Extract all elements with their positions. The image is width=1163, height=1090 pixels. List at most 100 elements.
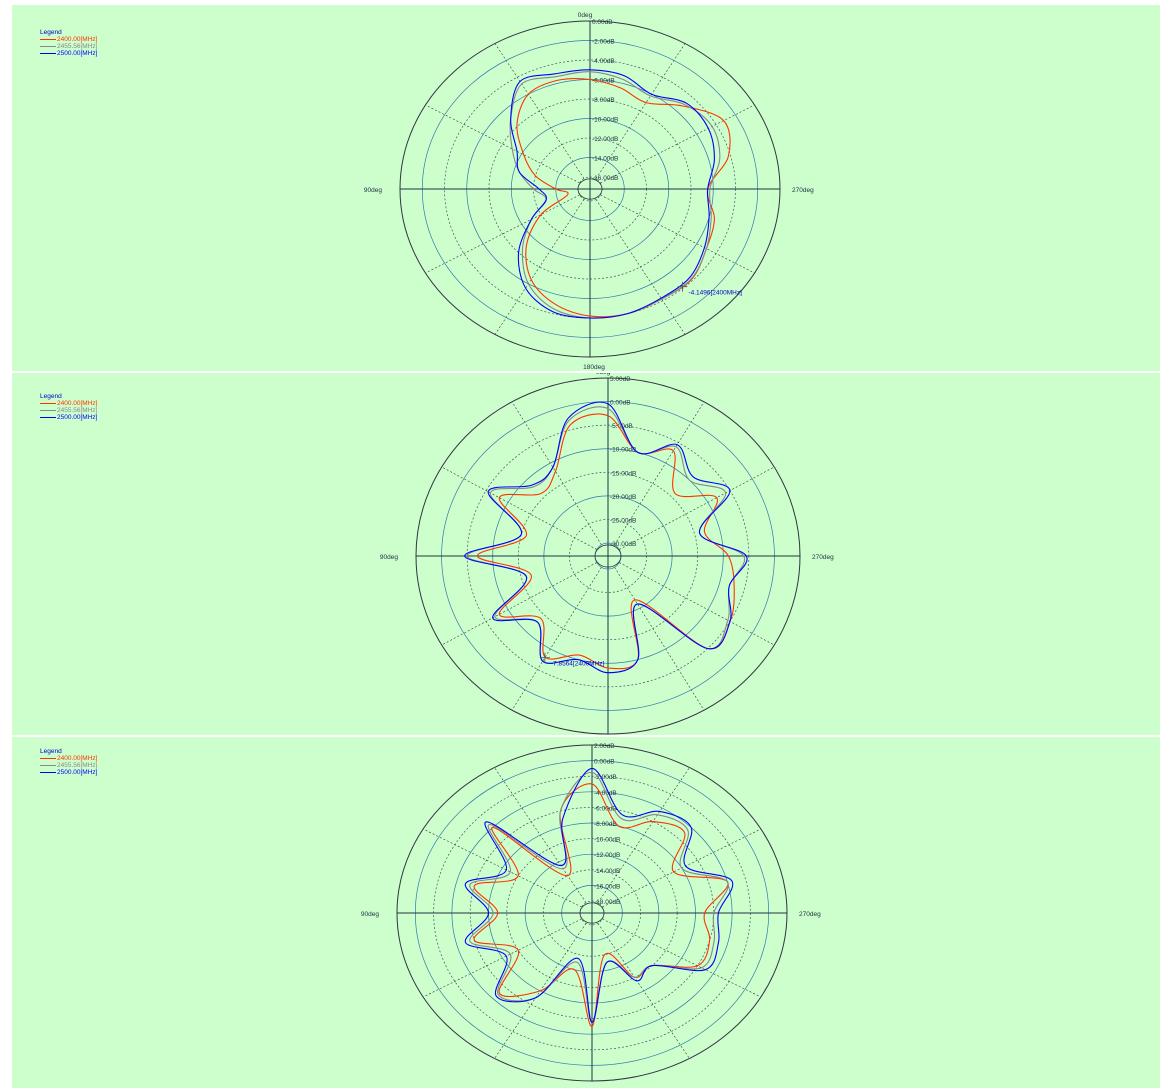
radial-gridline (619, 466, 775, 550)
polar-chart-2: 5.00dB 0.00dB -5.00dB -10.00dB -15.00dB -20.0… (12, 373, 1160, 735)
ring-label: -6.00dB (592, 78, 615, 85)
polar-plot-1: 0.00dB -2.00dB -4.00dB -6.00dB -8.00dB -10.00… (364, 12, 814, 371)
polar-grid (415, 377, 801, 735)
legend-label: 2500.00[MHz] (57, 414, 98, 421)
legend-entry: 2455.56[MHz] (40, 762, 97, 769)
angle-label-90deg: 90deg (361, 911, 379, 918)
legend-title: Legend (40, 29, 62, 36)
ring-label: -8.00dB (592, 97, 615, 104)
marker-label: -4.1496[2400MHz] (688, 290, 742, 297)
ring-label: 5.00dB (610, 376, 631, 383)
radial-gridline (614, 401, 705, 545)
legend-entry: 2455.56[MHz] (40, 407, 97, 414)
series-line-2 (466, 406, 746, 674)
ring-label: -14.00dB (592, 156, 618, 163)
legend-swatch (40, 772, 56, 773)
ring-label: -30.00dB (610, 541, 636, 548)
legend-title: Legend (40, 748, 62, 755)
ring-label: -25.00dB (610, 517, 636, 524)
legend-entry: 2500.00[MHz] (40, 414, 97, 421)
series-line-3 (510, 69, 715, 319)
radial-gridline (511, 567, 602, 711)
ring-label: -8.00dB (594, 821, 617, 828)
legend-title: Legend (40, 393, 62, 400)
legend-label: 2400.00[MHz] (57, 755, 98, 762)
series-line-3 (464, 401, 748, 674)
legend-swatch (40, 403, 56, 404)
series-line-1 (476, 413, 735, 670)
ring-label: -16.00dB (594, 883, 620, 890)
legend: Legend 2400.00[MHz] 2455.56[MHz] 2500.00… (40, 29, 97, 57)
radial-gridline (494, 199, 585, 335)
angle-label-270deg: 270deg (812, 554, 834, 561)
angle-label-0deg: 0deg (596, 373, 611, 376)
radial-gridline (619, 562, 775, 646)
radial-gridline (600, 194, 755, 274)
radial-gridline (425, 104, 580, 184)
legend-label: 2500.00[MHz] (57, 50, 98, 57)
ring-label: -20.00dB (610, 494, 636, 501)
marker-label: -7.8564[2400MHz] (551, 661, 605, 668)
series-line-2 (509, 71, 721, 319)
legend-label: 2455.56[MHz] (57, 762, 98, 769)
legend: Legend 2400.00[MHz] 2455.56[MHz] 2500.00… (40, 748, 97, 776)
radial-gridline (600, 104, 755, 184)
legend-swatch (40, 410, 56, 411)
legend-label: 2400.00[MHz] (57, 400, 98, 407)
legend-swatch (40, 53, 56, 54)
legend-entry: 2500.00[MHz] (40, 769, 97, 776)
polar-grid (396, 744, 788, 1082)
angle-label-270deg: 270deg (792, 187, 814, 194)
legend-entry: 2455.56[MHz] (40, 43, 97, 50)
ring-label: -12.00dB (594, 852, 620, 859)
ring-label: -12.00dB (592, 136, 618, 143)
legend-swatch (40, 417, 56, 418)
radial-gridline (595, 43, 686, 179)
polar-plot-2: 5.00dB0.00dB-5.00dB-10.00dB-15.00dB-20.0… (380, 373, 834, 735)
legend-swatch (40, 765, 56, 766)
angle-label-90deg: 90deg (380, 554, 398, 561)
legend-label: 2400.00[MHz] (57, 36, 98, 43)
polar-grid (399, 20, 781, 358)
ring-label: -10.00dB (610, 447, 636, 454)
ring-label: 0.00dB (592, 19, 613, 26)
radial-gridline (511, 401, 602, 545)
ring-label: -10.00dB (594, 837, 620, 844)
radial-gridline (441, 466, 597, 550)
ring-label: -2.00dB (594, 774, 617, 781)
angle-label-180deg: 180deg (583, 364, 605, 371)
ring-label: -6.00dB (594, 805, 617, 812)
legend-entry: 2400.00[MHz] (40, 36, 97, 43)
series-line-1 (516, 78, 731, 318)
ring-label: -15.00dB (610, 470, 636, 477)
legend-label: 2455.56[MHz] (57, 43, 98, 50)
radial-gridline (441, 562, 597, 646)
ring-label: -14.00dB (594, 868, 620, 875)
ring-label: 0.00dB (594, 759, 615, 766)
legend: Legend 2400.00[MHz] 2455.56[MHz] 2500.00… (40, 393, 97, 421)
ring-label: -18.00dB (594, 899, 620, 906)
legend-swatch (40, 758, 56, 759)
polar-chart-1: 0.00dB -2.00dB -4.00dB -6.00dB -8.00dB -10.00… (12, 5, 1160, 371)
legend-entry: 2500.00[MHz] (40, 50, 97, 57)
angle-label-0deg: 0deg (578, 12, 593, 19)
legend-label: 2500.00[MHz] (57, 769, 98, 776)
radial-gridline (425, 194, 580, 274)
ring-label: -10.00dB (592, 117, 618, 124)
radial-gridline (614, 567, 705, 711)
angle-label-270deg: 270deg (799, 911, 821, 918)
legend-entry: 2400.00[MHz] (40, 400, 97, 407)
legend-entry: 2400.00[MHz] (40, 755, 97, 762)
series-line-1 (473, 783, 729, 1027)
legend-label: 2455.56[MHz] (57, 407, 98, 414)
ring-label: -16.00dB (592, 175, 618, 182)
ring-label: -4.00dB (592, 58, 615, 65)
polar-chart-3: 2.00dB 0.00dB -2.00dB -4.00dB -6.00dB -8.00dB… (12, 737, 1160, 1088)
series-line-3 (464, 767, 734, 1024)
ring-label: 0.00dB (610, 400, 631, 407)
ring-label: 2.00dB (594, 743, 615, 750)
legend-swatch (40, 39, 56, 40)
angle-label-90deg: 90deg (364, 187, 382, 194)
ring-label: -4.00dB (594, 790, 617, 797)
polar-plot-3: 2.00dB 0.00dB -2.00dB -4.00dB -6.00dB -8.00dB… (361, 743, 821, 1082)
